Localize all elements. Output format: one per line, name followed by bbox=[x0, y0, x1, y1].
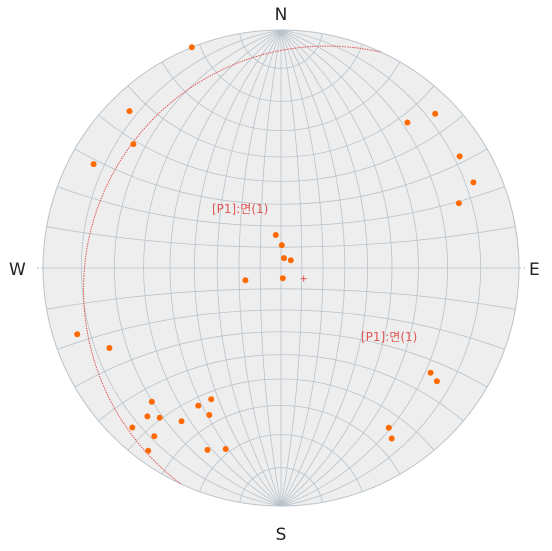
pole-point bbox=[188, 44, 195, 51]
grid-parallel bbox=[127, 378, 435, 451]
compass-east-label: E bbox=[529, 260, 540, 280]
pole-point bbox=[206, 412, 213, 418]
grid-parallel bbox=[239, 33, 323, 69]
pole-point bbox=[148, 398, 155, 405]
grid-parallel bbox=[46, 288, 516, 310]
compass-west-label: W bbox=[9, 260, 26, 280]
compass-north-label: N bbox=[275, 5, 288, 25]
pole-point bbox=[388, 435, 395, 442]
pole-point bbox=[195, 402, 202, 409]
grid-parallel bbox=[57, 309, 505, 350]
pole-point bbox=[156, 414, 163, 421]
compass-south-label: S bbox=[276, 525, 287, 545]
pole-point bbox=[126, 108, 133, 115]
grid-parallel bbox=[161, 405, 401, 475]
pole-point bbox=[281, 255, 287, 262]
pole-point bbox=[272, 232, 279, 238]
pole-point bbox=[242, 277, 249, 284]
grid-parallel bbox=[127, 85, 435, 158]
plane-layer bbox=[83, 45, 382, 485]
plane-great-circle bbox=[83, 45, 382, 485]
pole-point bbox=[455, 200, 462, 207]
pole-point bbox=[427, 369, 434, 376]
pole-point bbox=[433, 378, 440, 385]
pole-point bbox=[404, 119, 411, 126]
pole-point bbox=[287, 257, 294, 264]
pole-points bbox=[74, 44, 477, 454]
grid-parallel bbox=[57, 186, 505, 227]
pole-point bbox=[74, 331, 81, 338]
pole-point bbox=[208, 396, 215, 403]
pole-point bbox=[129, 424, 136, 431]
pole-point bbox=[278, 242, 285, 249]
pole-point bbox=[470, 179, 477, 186]
pole-point bbox=[385, 424, 392, 431]
plane-pole-label: [P1]:면(1) bbox=[212, 202, 268, 216]
plane-pole-marker bbox=[300, 275, 307, 282]
pole-point bbox=[279, 275, 286, 282]
grid-parallel bbox=[199, 44, 363, 102]
pole-point bbox=[144, 413, 151, 420]
pole-point bbox=[456, 153, 463, 160]
pole-point bbox=[178, 418, 185, 425]
pole-point bbox=[130, 141, 137, 148]
pole-point bbox=[106, 345, 113, 351]
pole-point bbox=[151, 433, 158, 440]
pole-point bbox=[432, 110, 439, 117]
pole-point bbox=[204, 446, 211, 453]
grid-parallel bbox=[239, 467, 323, 503]
pole-point bbox=[222, 446, 229, 452]
pole-point bbox=[90, 161, 97, 168]
net-outline bbox=[42, 29, 520, 507]
grid-parallel bbox=[161, 61, 401, 131]
plane-great-circle-label: [P1]:면(1) bbox=[361, 330, 417, 344]
grid-lines bbox=[37, 29, 525, 507]
pole-point bbox=[145, 447, 152, 454]
grid-parallel bbox=[74, 148, 488, 205]
grid-parallel bbox=[98, 114, 464, 182]
grid-parallel bbox=[98, 354, 464, 422]
grid-parallel bbox=[74, 331, 488, 388]
grid-parallel bbox=[199, 434, 363, 492]
